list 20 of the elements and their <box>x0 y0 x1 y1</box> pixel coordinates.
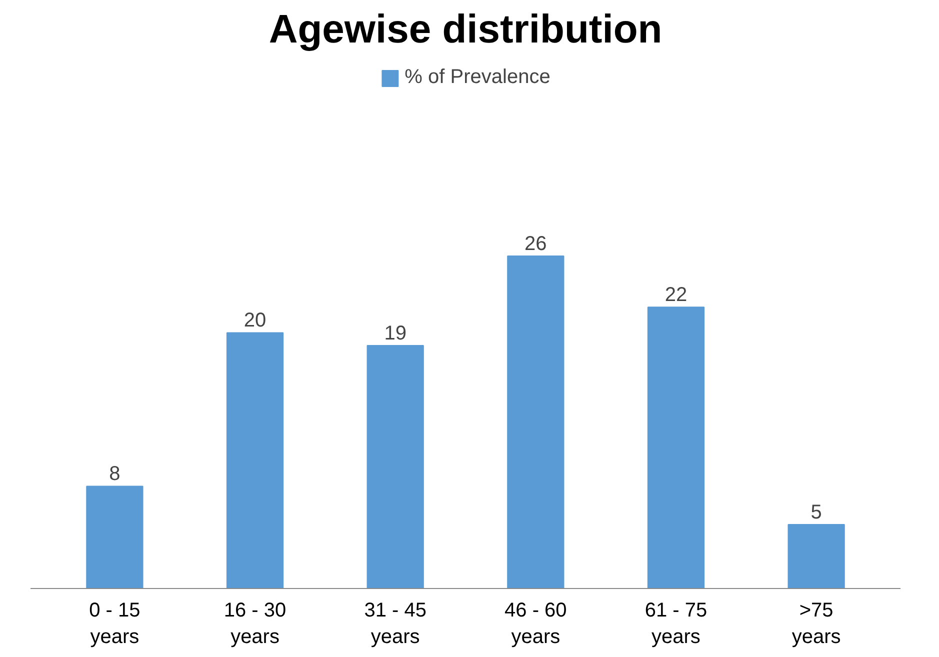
x-tick-label: 46 - 60 years <box>504 600 567 648</box>
chart-title: Agewise distribution <box>268 8 662 52</box>
x-tick-label: 31 - 45 years <box>364 600 426 648</box>
data-label: 22 <box>664 284 688 306</box>
x-tick-label: 16 - 30 years <box>224 600 286 648</box>
x-tick-label: >75 years <box>792 600 841 648</box>
data-label: 5 <box>810 502 822 524</box>
x-tick-label: 0 - 15 years <box>89 600 140 648</box>
data-label: 26 <box>524 233 547 255</box>
bar <box>647 306 705 588</box>
data-label: 20 <box>244 310 266 332</box>
legend-label: % of Prevalence <box>404 66 550 89</box>
bar <box>507 256 564 588</box>
bar <box>86 486 144 588</box>
data-label: 8 <box>109 463 120 486</box>
bar <box>226 332 284 588</box>
data-label: 19 <box>384 322 406 345</box>
x-tick-label: 61 - 75 years <box>644 600 708 648</box>
bar <box>366 345 424 588</box>
bar <box>788 524 845 588</box>
